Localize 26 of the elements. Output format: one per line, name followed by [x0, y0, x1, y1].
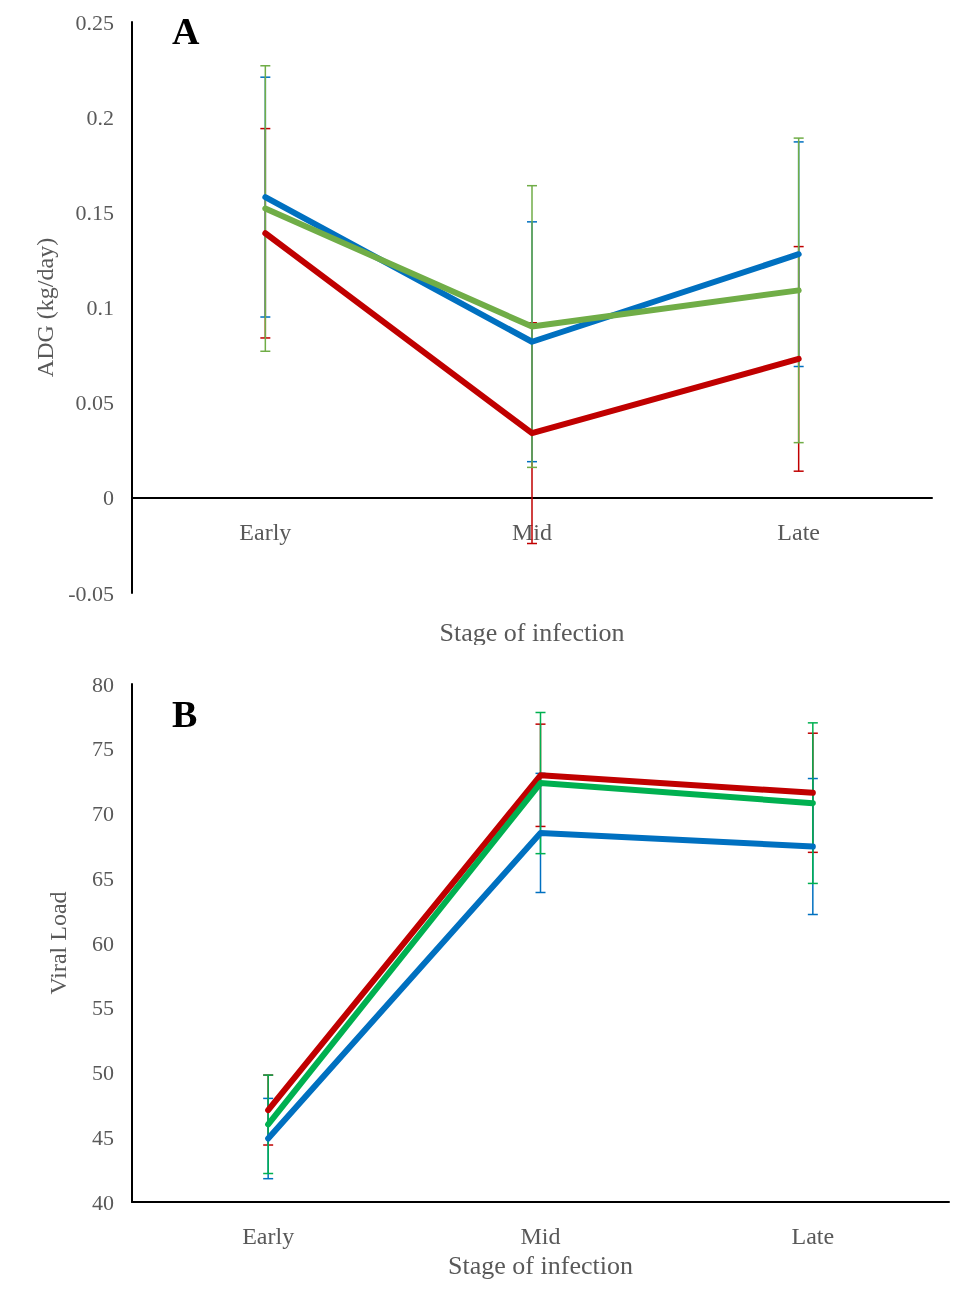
y-tick-label: 0.2 — [86, 104, 114, 130]
y-tick-label: 0.15 — [75, 199, 114, 225]
y-tick-label: 0.1 — [86, 295, 114, 320]
annotation: A — [172, 10, 200, 52]
y-tick-label: 60 — [92, 930, 114, 956]
y-tick-label: 0.05 — [75, 390, 114, 416]
y-tick-label: 0 — [103, 485, 114, 511]
y-axis-title: ADG (kg/day) — [32, 237, 59, 378]
x-tick-label: Early — [239, 518, 292, 545]
y-tick-label: 70 — [92, 801, 114, 826]
y-tick-label: 65 — [92, 865, 114, 891]
y-axis-title: Viral Load — [45, 891, 71, 995]
annotation: B — [172, 693, 198, 735]
y-tick-label: 40 — [92, 1189, 114, 1215]
y-tick-label: 0.25 — [75, 9, 114, 35]
x-tick-label: Mid — [520, 1223, 561, 1249]
y-tick-label: 45 — [92, 1124, 114, 1150]
y-tick-label: 50 — [92, 1060, 114, 1085]
x-tick-label: Early — [242, 1223, 295, 1249]
y-tick-label: -0.05 — [68, 580, 114, 606]
x-tick-label: Late — [777, 518, 820, 545]
y-tick-label: 80 — [92, 671, 114, 697]
y-tick-label: 55 — [92, 995, 114, 1021]
y-tick-label: 75 — [92, 736, 114, 762]
x-tick-label: Late — [791, 1223, 835, 1249]
x-axis-title: Stage of infection — [448, 1251, 633, 1281]
